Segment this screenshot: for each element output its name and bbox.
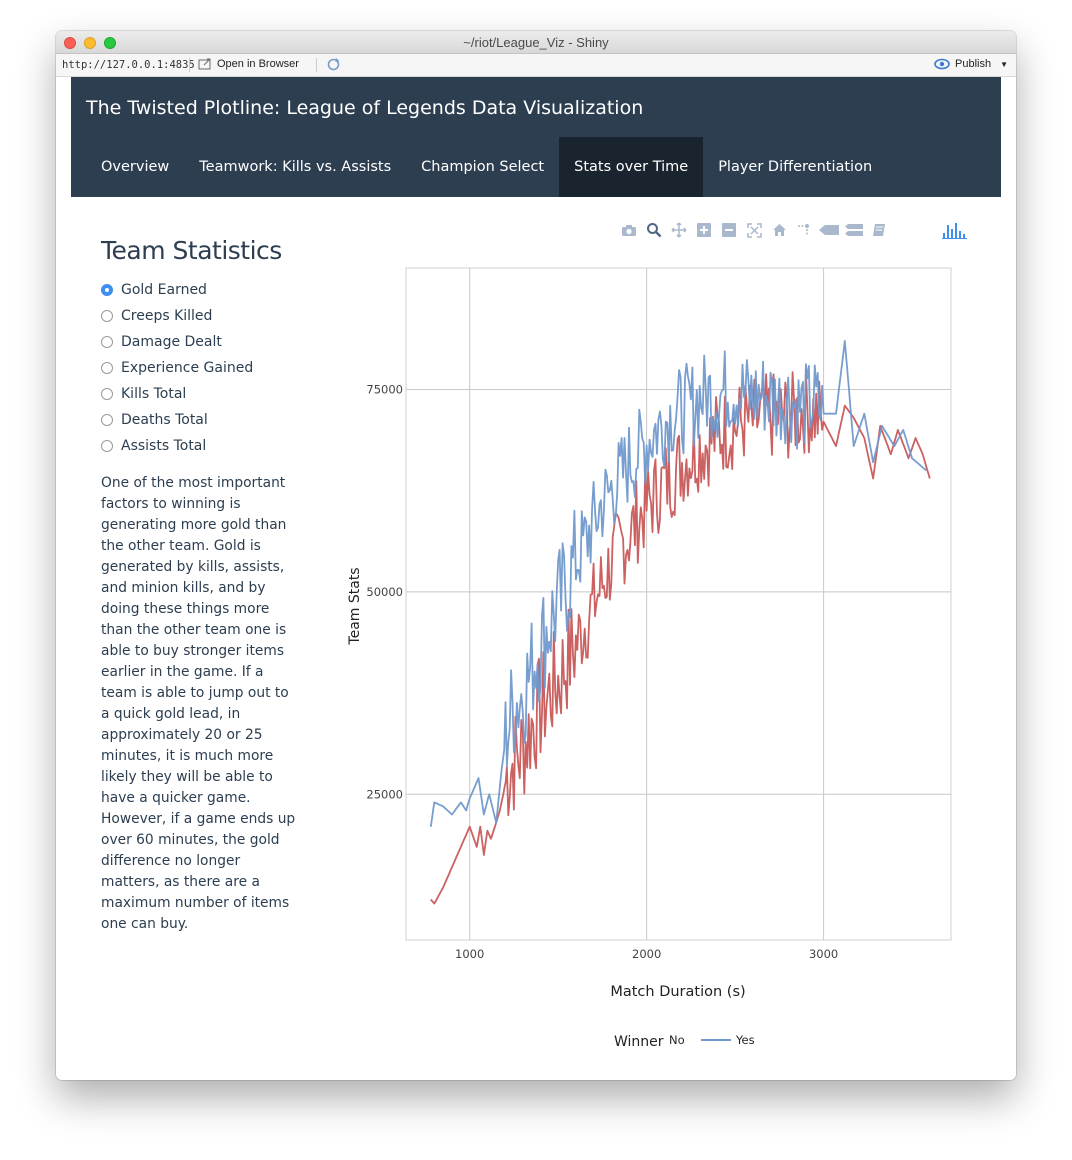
tab-player-differentiation[interactable]: Player Differentiation	[718, 159, 873, 175]
sidebar-panel: Team Statistics Gold Earned Creeps Kille…	[101, 236, 301, 935]
autoscale-icon[interactable]	[743, 221, 765, 239]
y-tick-label: 25000	[366, 787, 403, 801]
y-axis-label: Team Stats	[347, 567, 363, 645]
radio-button[interactable]	[101, 388, 113, 400]
window-title: ~/riot/League_Viz - Shiny	[463, 35, 609, 50]
stat-radio-group: Gold Earned Creeps Killed Damage Dealt E…	[101, 277, 301, 459]
axis-ticks: 1000 2000 3000 25000 50000 75000	[366, 382, 838, 961]
tab-champion-select[interactable]: Champion Select	[421, 159, 545, 175]
radio-label: Damage Dealt	[121, 334, 222, 350]
legend-item-yes[interactable]: Yes	[735, 1033, 755, 1047]
publish-button[interactable]: Publish ▼	[934, 58, 1008, 70]
x-tick-label: 3000	[809, 947, 838, 961]
zoom-icon[interactable]	[643, 221, 665, 239]
radio-damage-dealt[interactable]: Damage Dealt	[101, 329, 301, 355]
stat-description: One of the most important factors to win…	[101, 475, 296, 932]
radio-button[interactable]	[101, 440, 113, 452]
radio-label: Deaths Total	[121, 412, 208, 428]
radio-button[interactable]	[101, 336, 113, 348]
radio-label: Creeps Killed	[121, 308, 213, 324]
radio-button[interactable]	[101, 414, 113, 426]
pan-icon[interactable]	[668, 221, 690, 239]
section-title: Team Statistics	[101, 236, 282, 265]
radio-button[interactable]	[101, 362, 113, 374]
nav-tabs: Overview Teamwork: Kills vs. Assists Cha…	[86, 137, 887, 197]
series-lines	[429, 340, 931, 905]
radio-kills-total[interactable]: Kills Total	[101, 381, 301, 407]
radio-assists-total[interactable]: Assists Total	[101, 433, 301, 459]
radio-button[interactable]	[101, 310, 113, 322]
rstudio-shiny-window: ~/riot/League_Viz - Shiny http://127.0.0…	[56, 31, 1016, 1080]
camera-icon[interactable]	[618, 221, 640, 239]
tab-stats-over-time[interactable]: Stats over Time	[559, 137, 704, 197]
toolbar-divider	[189, 58, 190, 72]
close-window-button[interactable]	[64, 37, 76, 49]
open-in-browser-label: Open in Browser	[217, 58, 299, 70]
y-tick-label: 50000	[366, 585, 403, 599]
tab-teamwork[interactable]: Teamwork: Kills vs. Assists	[199, 159, 392, 175]
reset-axes-icon[interactable]	[768, 221, 790, 239]
maximize-window-button[interactable]	[104, 37, 116, 49]
radio-creeps-killed[interactable]: Creeps Killed	[101, 303, 301, 329]
browser-window-icon	[198, 58, 211, 70]
open-in-browser-button[interactable]: Open in Browser	[198, 58, 299, 70]
radio-deaths-total[interactable]: Deaths Total	[101, 407, 301, 433]
navbar: The Twisted Plotline: League of Legends …	[71, 77, 1001, 197]
toolbar-divider	[316, 58, 317, 72]
publish-icon	[934, 58, 950, 70]
radio-gold-earned[interactable]: Gold Earned	[101, 277, 301, 303]
legend-item-no[interactable]: No	[669, 1033, 685, 1047]
x-tick-label: 1000	[455, 947, 484, 961]
radio-label: Gold Earned	[121, 282, 207, 298]
plot-modebar	[618, 221, 893, 239]
radio-label: Experience Gained	[121, 360, 254, 376]
publish-label: Publish	[955, 58, 992, 70]
url-text: http://127.0.0.1:4835	[62, 59, 195, 71]
radio-button[interactable]	[101, 284, 113, 296]
series-line-yes[interactable]	[429, 340, 927, 827]
chevron-down-icon[interactable]: ▼	[1000, 59, 1008, 69]
legend: Winner No Yes	[614, 1033, 755, 1050]
x-axis-label: Match Duration (s)	[610, 984, 745, 1000]
edit-chart-icon[interactable]	[868, 221, 890, 239]
radio-experience-gained[interactable]: Experience Gained	[101, 355, 301, 381]
tab-overview[interactable]: Overview	[101, 159, 170, 175]
y-tick-label: 75000	[366, 382, 403, 396]
radio-label: Kills Total	[121, 386, 187, 402]
minimize-window-button[interactable]	[84, 37, 96, 49]
team-stats-line-chart[interactable]: 1000 2000 3000 25000 50000 75000 Match Durati…	[336, 246, 1016, 1076]
refresh-icon[interactable]	[326, 57, 341, 75]
plotly-logo-icon[interactable]	[942, 221, 968, 244]
plot-area	[405, 267, 952, 941]
title-bar: ~/riot/League_Viz - Shiny	[56, 31, 1016, 54]
app-brand: The Twisted Plotline: League of Legends …	[86, 97, 644, 119]
radio-label: Assists Total	[121, 438, 207, 454]
hover-closest-icon[interactable]	[818, 221, 840, 239]
series-line-no[interactable]	[430, 367, 931, 905]
zoom-out-icon[interactable]	[718, 221, 740, 239]
spike-lines-icon[interactable]	[793, 221, 815, 239]
zoom-in-icon[interactable]	[693, 221, 715, 239]
legend-title: Winner	[614, 1034, 664, 1050]
x-tick-label: 2000	[632, 947, 661, 961]
hover-compare-icon[interactable]	[843, 221, 865, 239]
address-bar: http://127.0.0.1:4835 Open in Browser Pu…	[56, 54, 1016, 77]
